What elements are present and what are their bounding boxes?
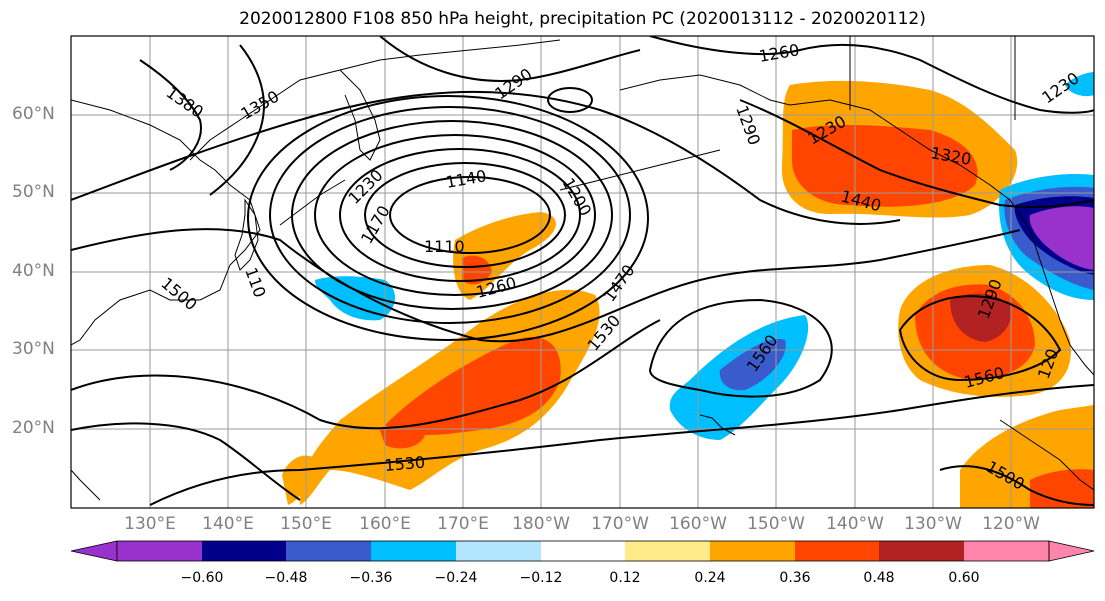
colorbar-tick-2: −0.48 (264, 570, 308, 586)
graticule (71, 36, 1094, 508)
anomaly-neg-westcoast-core (1029, 206, 1094, 270)
clabel-1380: 1380 (163, 83, 207, 122)
clabel-1350: 1350 (238, 87, 283, 124)
coastlines (71, 36, 1094, 501)
lon-label-130w: 130°W (904, 514, 962, 534)
colorbar-tick-4: −0.24 (434, 570, 478, 586)
lon-label-170e: 170°E (437, 514, 489, 534)
lon-label-120w: 120°W (982, 514, 1040, 534)
clabel-110: 110 (241, 265, 269, 300)
anomaly-pos-east-core (950, 293, 1012, 342)
contour-low-5 (291, 120, 613, 310)
colorbar-tick-3: −0.36 (349, 570, 393, 586)
clabel-1140: 1140 (444, 166, 487, 192)
map-title: 2020012800 F108 850 hPa height, precipit… (239, 9, 926, 29)
contour-h (939, 465, 1094, 506)
lon-label-140e: 140°E (202, 514, 254, 534)
contour-low-2 (364, 162, 566, 268)
coast-aleutian (559, 149, 721, 191)
colorbar-bin-9 (795, 541, 879, 561)
colorbar-tick-5: −0.12 (519, 570, 563, 586)
lon-label-150e: 150°E (280, 514, 332, 534)
colorbar-tick-10: 0.60 (948, 570, 980, 586)
clabel-1260: 1260 (757, 40, 800, 66)
contour-i (649, 36, 1094, 114)
anomaly-neg-alaska-corner (1065, 72, 1094, 97)
colorbar-frame (116, 540, 1050, 562)
colorbar-tick-7: 0.24 (694, 570, 726, 586)
clabel-1290-ak: 1290 (732, 103, 764, 148)
contour-d (149, 384, 1094, 506)
lat-label-40n: 40°N (12, 261, 55, 281)
contour-f (648, 298, 833, 398)
lon-label-140w: 140°W (826, 514, 884, 534)
clabel-1110: 1110 (424, 237, 465, 256)
clabel-1170: 1170 (357, 202, 394, 247)
contour-k (139, 59, 202, 171)
lat-label-30n: 30°N (12, 339, 55, 359)
colorbar-bin-2 (202, 541, 286, 561)
contour-b (71, 228, 1021, 343)
contour-m (547, 87, 593, 113)
coast-asia (71, 99, 261, 346)
colorbar-bin-1 (117, 541, 202, 561)
coast-mexico (999, 419, 1094, 491)
colorbar-bin-3 (286, 541, 371, 561)
colorbar-bin-4 (371, 541, 456, 561)
contour-low-7 (247, 95, 649, 341)
colorbar-bin-5 (456, 541, 541, 561)
contour-low-3 (339, 148, 581, 282)
contour-a (71, 90, 901, 225)
clabel-1470: 1470 (600, 261, 639, 305)
contour-c (71, 319, 661, 430)
colorbar-tick-1: −0.60 (180, 570, 224, 586)
clabel-1290: 1290 (491, 64, 535, 103)
contour-l (209, 44, 265, 196)
lat-label-20n: 20°N (12, 418, 55, 438)
lat-label-50n: 50°N (12, 182, 55, 202)
plot-frame (70, 35, 1095, 509)
height-contours (71, 36, 1094, 506)
contour-low-4 (314, 134, 596, 296)
colorbar (70, 540, 1095, 562)
lon-label-160e: 160°E (359, 514, 411, 534)
colorbar-bin-8 (710, 541, 795, 561)
colorbar-tick-6: 0.12 (609, 570, 641, 586)
coast-hawaii (699, 414, 736, 436)
lat-label-60n: 60°N (12, 104, 55, 124)
lon-label-180w: 180°W (512, 514, 570, 534)
anomaly-low-core (462, 255, 492, 285)
clabel-1500-west: 1500 (157, 274, 200, 315)
colorbar-extend-high (1048, 540, 1095, 562)
contour-low-6 (269, 106, 631, 324)
colorbar-bin-10 (879, 541, 964, 561)
clabel-1530-south: 1530 (384, 453, 426, 475)
contour-n (379, 36, 641, 82)
colorbar-tick-8: 0.36 (779, 570, 811, 586)
colorbar-tick-9: 0.48 (863, 570, 895, 586)
colorbar-bin-7 (625, 541, 710, 561)
colorbar-bin-6 (541, 541, 625, 561)
coast-nw (849, 36, 1016, 120)
coast-kuril (279, 179, 346, 226)
contour-j (739, 99, 1094, 209)
anomaly-pos-mexico-core (1030, 469, 1094, 508)
coast-philippines (71, 469, 101, 501)
coast-alaska (619, 74, 1094, 376)
lon-label-160w: 160°W (669, 514, 727, 534)
colorbar-extend-low (70, 540, 118, 562)
anomaly-neg-subtrop-core (719, 339, 786, 391)
colorbar-bin-11 (964, 541, 1049, 561)
lon-label-170w: 170°W (591, 514, 649, 534)
clabel-1230-nw: 1230 (1038, 68, 1082, 107)
anomaly-neg-japan (315, 276, 396, 321)
contour-low-1 (389, 176, 551, 254)
contour-e (71, 422, 301, 501)
anomaly-jet-core (385, 336, 561, 435)
contour-g (898, 295, 1062, 382)
coast-japan (234, 198, 259, 271)
lon-label-150w: 150°W (747, 514, 805, 534)
lon-label-130e: 130°E (124, 514, 176, 534)
